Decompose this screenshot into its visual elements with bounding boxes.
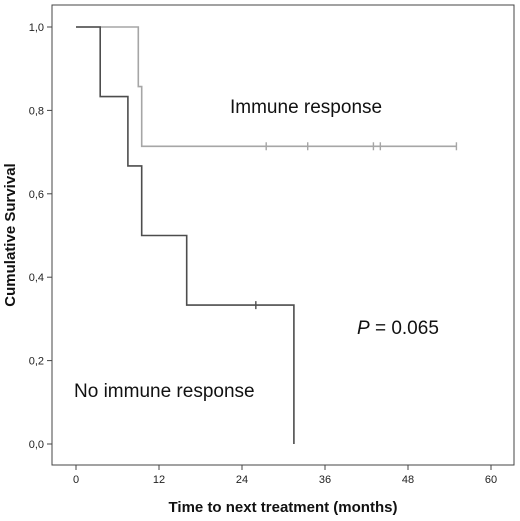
no-immune-response-label: No immune response (74, 381, 255, 402)
y-tick-label: 0,0 (29, 439, 44, 451)
p-value-annotation: P = 0.065 (357, 318, 439, 339)
p-symbol: P (357, 318, 370, 339)
x-tick-label: 24 (236, 474, 248, 486)
x-tick-label: 60 (485, 474, 497, 486)
y-axis-title: Cumulative Survival (2, 163, 19, 306)
p-value: = 0.065 (370, 318, 439, 339)
no-immune-response-survival-line (76, 26, 295, 444)
y-ticks: 0,0 0,2 0,4 0,6 0,8 1,0 (29, 22, 52, 451)
x-ticks: 0 12 24 36 48 60 (73, 465, 497, 486)
y-tick-label: 0,4 (29, 272, 44, 284)
x-tick-label: 0 (73, 474, 79, 486)
series-layer (76, 26, 458, 444)
x-tick-label: 48 (402, 474, 414, 486)
immune-response-label: Immune response (230, 97, 382, 118)
y-tick-label: 0,8 (29, 105, 44, 117)
x-tick-label: 36 (319, 474, 331, 486)
plot-frame (51, 4, 515, 466)
y-tick-label: 0,2 (29, 356, 44, 368)
x-axis-title: Time to next treatment (months) (169, 499, 398, 516)
immune-response-survival-line (76, 26, 457, 148)
y-tick-label: 1,0 (29, 22, 44, 34)
y-tick-label: 0,6 (29, 189, 44, 201)
x-tick-label: 12 (153, 474, 165, 486)
